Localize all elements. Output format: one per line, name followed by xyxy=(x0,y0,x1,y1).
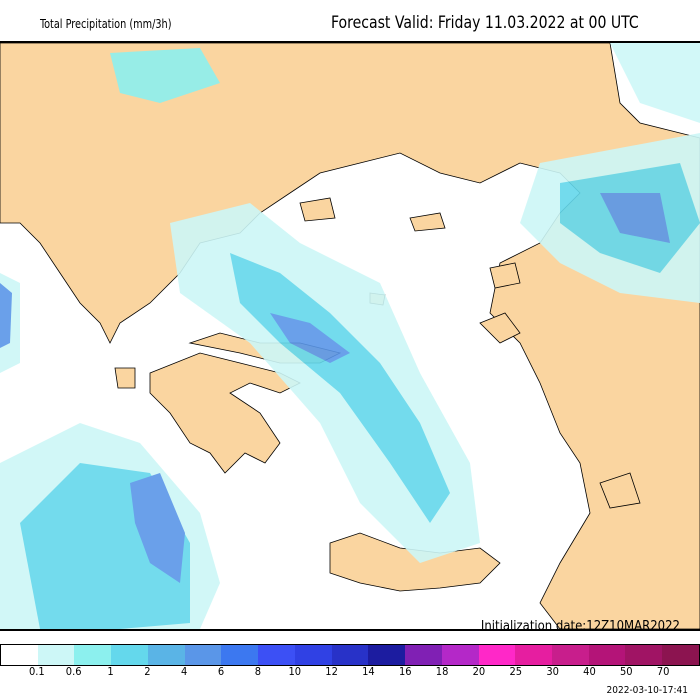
legend-color-box xyxy=(294,645,332,665)
legend-tick-label: 4 xyxy=(181,665,188,678)
forecast-valid-time: Forecast Valid: Friday 11.03.2022 at 00 … xyxy=(331,13,639,33)
legend-tick-label: 30 xyxy=(546,665,559,678)
precipitation-areas xyxy=(0,43,700,629)
legend-color-box xyxy=(147,645,185,665)
legend-tick-label: 18 xyxy=(435,665,449,678)
precipitation-map xyxy=(0,41,700,631)
legend-tick-label: 2 xyxy=(144,665,151,678)
legend-color-box xyxy=(478,645,516,665)
legend-tick-label: 1 xyxy=(107,665,114,678)
initialization-date: Initialization date:12Z10MAR2022 xyxy=(480,619,680,634)
legend-color-box xyxy=(74,645,112,665)
legend-tick-label: 0.6 xyxy=(65,665,82,678)
legend-color-box xyxy=(111,645,148,665)
legend-tick-label: 8 xyxy=(254,665,262,678)
generation-timestamp: 2022-03-10-17:41 xyxy=(606,685,688,696)
legend-color-box xyxy=(588,645,626,665)
legend-color-box xyxy=(184,645,222,665)
legend-tick-label: 0.1 xyxy=(28,665,45,678)
legend-color-box xyxy=(515,645,553,665)
legend-tick-label: 20 xyxy=(472,665,486,678)
legend-color-box xyxy=(1,645,38,665)
legend-color-box xyxy=(258,645,295,665)
legend-color-box xyxy=(662,645,699,665)
legend-tick-label: 6 xyxy=(217,665,225,678)
legend-tick-label: 14 xyxy=(362,665,375,678)
legend-tick-label: 25 xyxy=(509,665,523,678)
legend-tick-label: 16 xyxy=(398,665,412,678)
legend-tick-label: 12 xyxy=(325,665,338,678)
legend-color-box xyxy=(405,645,442,665)
legend-tick-label: 10 xyxy=(288,665,302,678)
map-canvas xyxy=(0,42,700,630)
legend-tick-label: 50 xyxy=(620,665,633,678)
legend-tick-label: 40 xyxy=(583,665,596,678)
legend-color-box xyxy=(221,645,259,665)
map-title: Total Precipitation (mm/3h) xyxy=(40,17,172,31)
legend-color-box xyxy=(552,645,589,665)
color-legend-labels: 0.1 0.6 1 2 4 6 8 10 12 14 16 18 20 25 30 40 50 70 xyxy=(0,665,700,681)
legend-color-box xyxy=(441,645,479,665)
color-legend-bar xyxy=(0,644,700,666)
legend-color-box xyxy=(368,645,406,665)
legend-color-box xyxy=(37,645,75,665)
legend-color-box xyxy=(625,645,663,665)
legend-tick-label: 70 xyxy=(656,665,670,678)
legend-color-box xyxy=(331,645,369,665)
